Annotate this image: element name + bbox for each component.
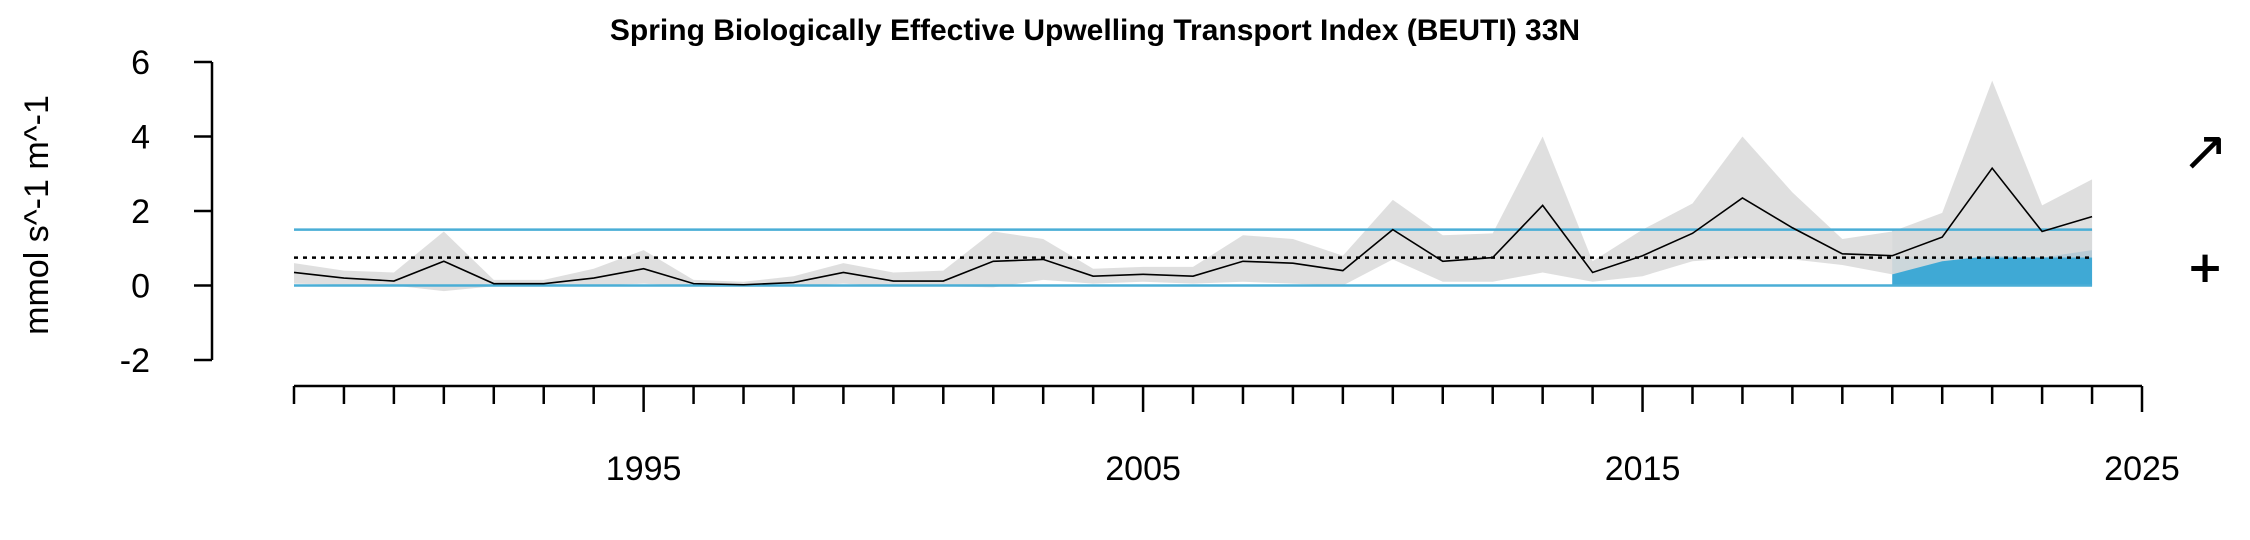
data-point (1391, 228, 1395, 232)
data-point (2090, 215, 2094, 219)
mean-plus-icon: + (2187, 242, 2224, 293)
x-tick-label: 2015 (1605, 450, 1681, 488)
y-axis: -2 0 2 4 6 (120, 44, 214, 380)
data-point (1341, 269, 1345, 273)
y-tick-label: 0 (131, 268, 150, 306)
data-point (1541, 203, 1545, 207)
y-tick-label: 6 (131, 44, 150, 82)
data-point (342, 276, 346, 280)
data-point (442, 259, 446, 263)
data-point (1990, 166, 1994, 170)
plot-area (292, 80, 2094, 292)
y-axis-title: mmol s^-1 m^-1 (18, 95, 56, 335)
data-point (2040, 229, 2044, 233)
x-tick-label: 2005 (1105, 450, 1181, 488)
data-point (1940, 235, 1944, 239)
data-point (1091, 274, 1095, 278)
data-point (991, 259, 995, 263)
data-point (891, 279, 895, 283)
data-point (1740, 196, 1744, 200)
data-point (1641, 254, 1645, 258)
data-point (941, 279, 945, 283)
data-point (1041, 257, 1045, 261)
data-point (1690, 231, 1694, 235)
y-tick-label: 2 (131, 193, 150, 231)
data-point (1241, 259, 1245, 263)
data-point (1790, 226, 1794, 230)
x-tick-label: 1995 (606, 450, 682, 488)
data-point (1890, 254, 1894, 258)
trend-arrow-icon: ↗ (2182, 119, 2229, 184)
data-point (1491, 256, 1495, 260)
data-point (1441, 259, 1445, 263)
data-point (392, 279, 396, 283)
data-point (592, 276, 596, 280)
data-point (1191, 274, 1195, 278)
x-tick-label: 2025 (2104, 450, 2180, 488)
data-point (642, 267, 646, 271)
data-point (742, 283, 746, 287)
y-tick-label: 4 (131, 119, 150, 157)
data-point (492, 282, 496, 286)
data-point (292, 270, 296, 274)
data-point (841, 270, 845, 274)
data-point (1840, 252, 1844, 256)
chart-title: Spring Biologically Effective Upwelling … (610, 14, 1580, 47)
data-point (542, 282, 546, 286)
data-point (1591, 270, 1595, 274)
y-tick-label: -2 (120, 342, 150, 380)
data-point (791, 281, 795, 285)
data-point (1291, 261, 1295, 265)
x-axis: 1995 2005 2015 2025 (292, 384, 2180, 488)
data-point (692, 282, 696, 286)
series-line (293, 166, 2093, 286)
data-point (1141, 272, 1145, 276)
error-band (294, 80, 2093, 292)
